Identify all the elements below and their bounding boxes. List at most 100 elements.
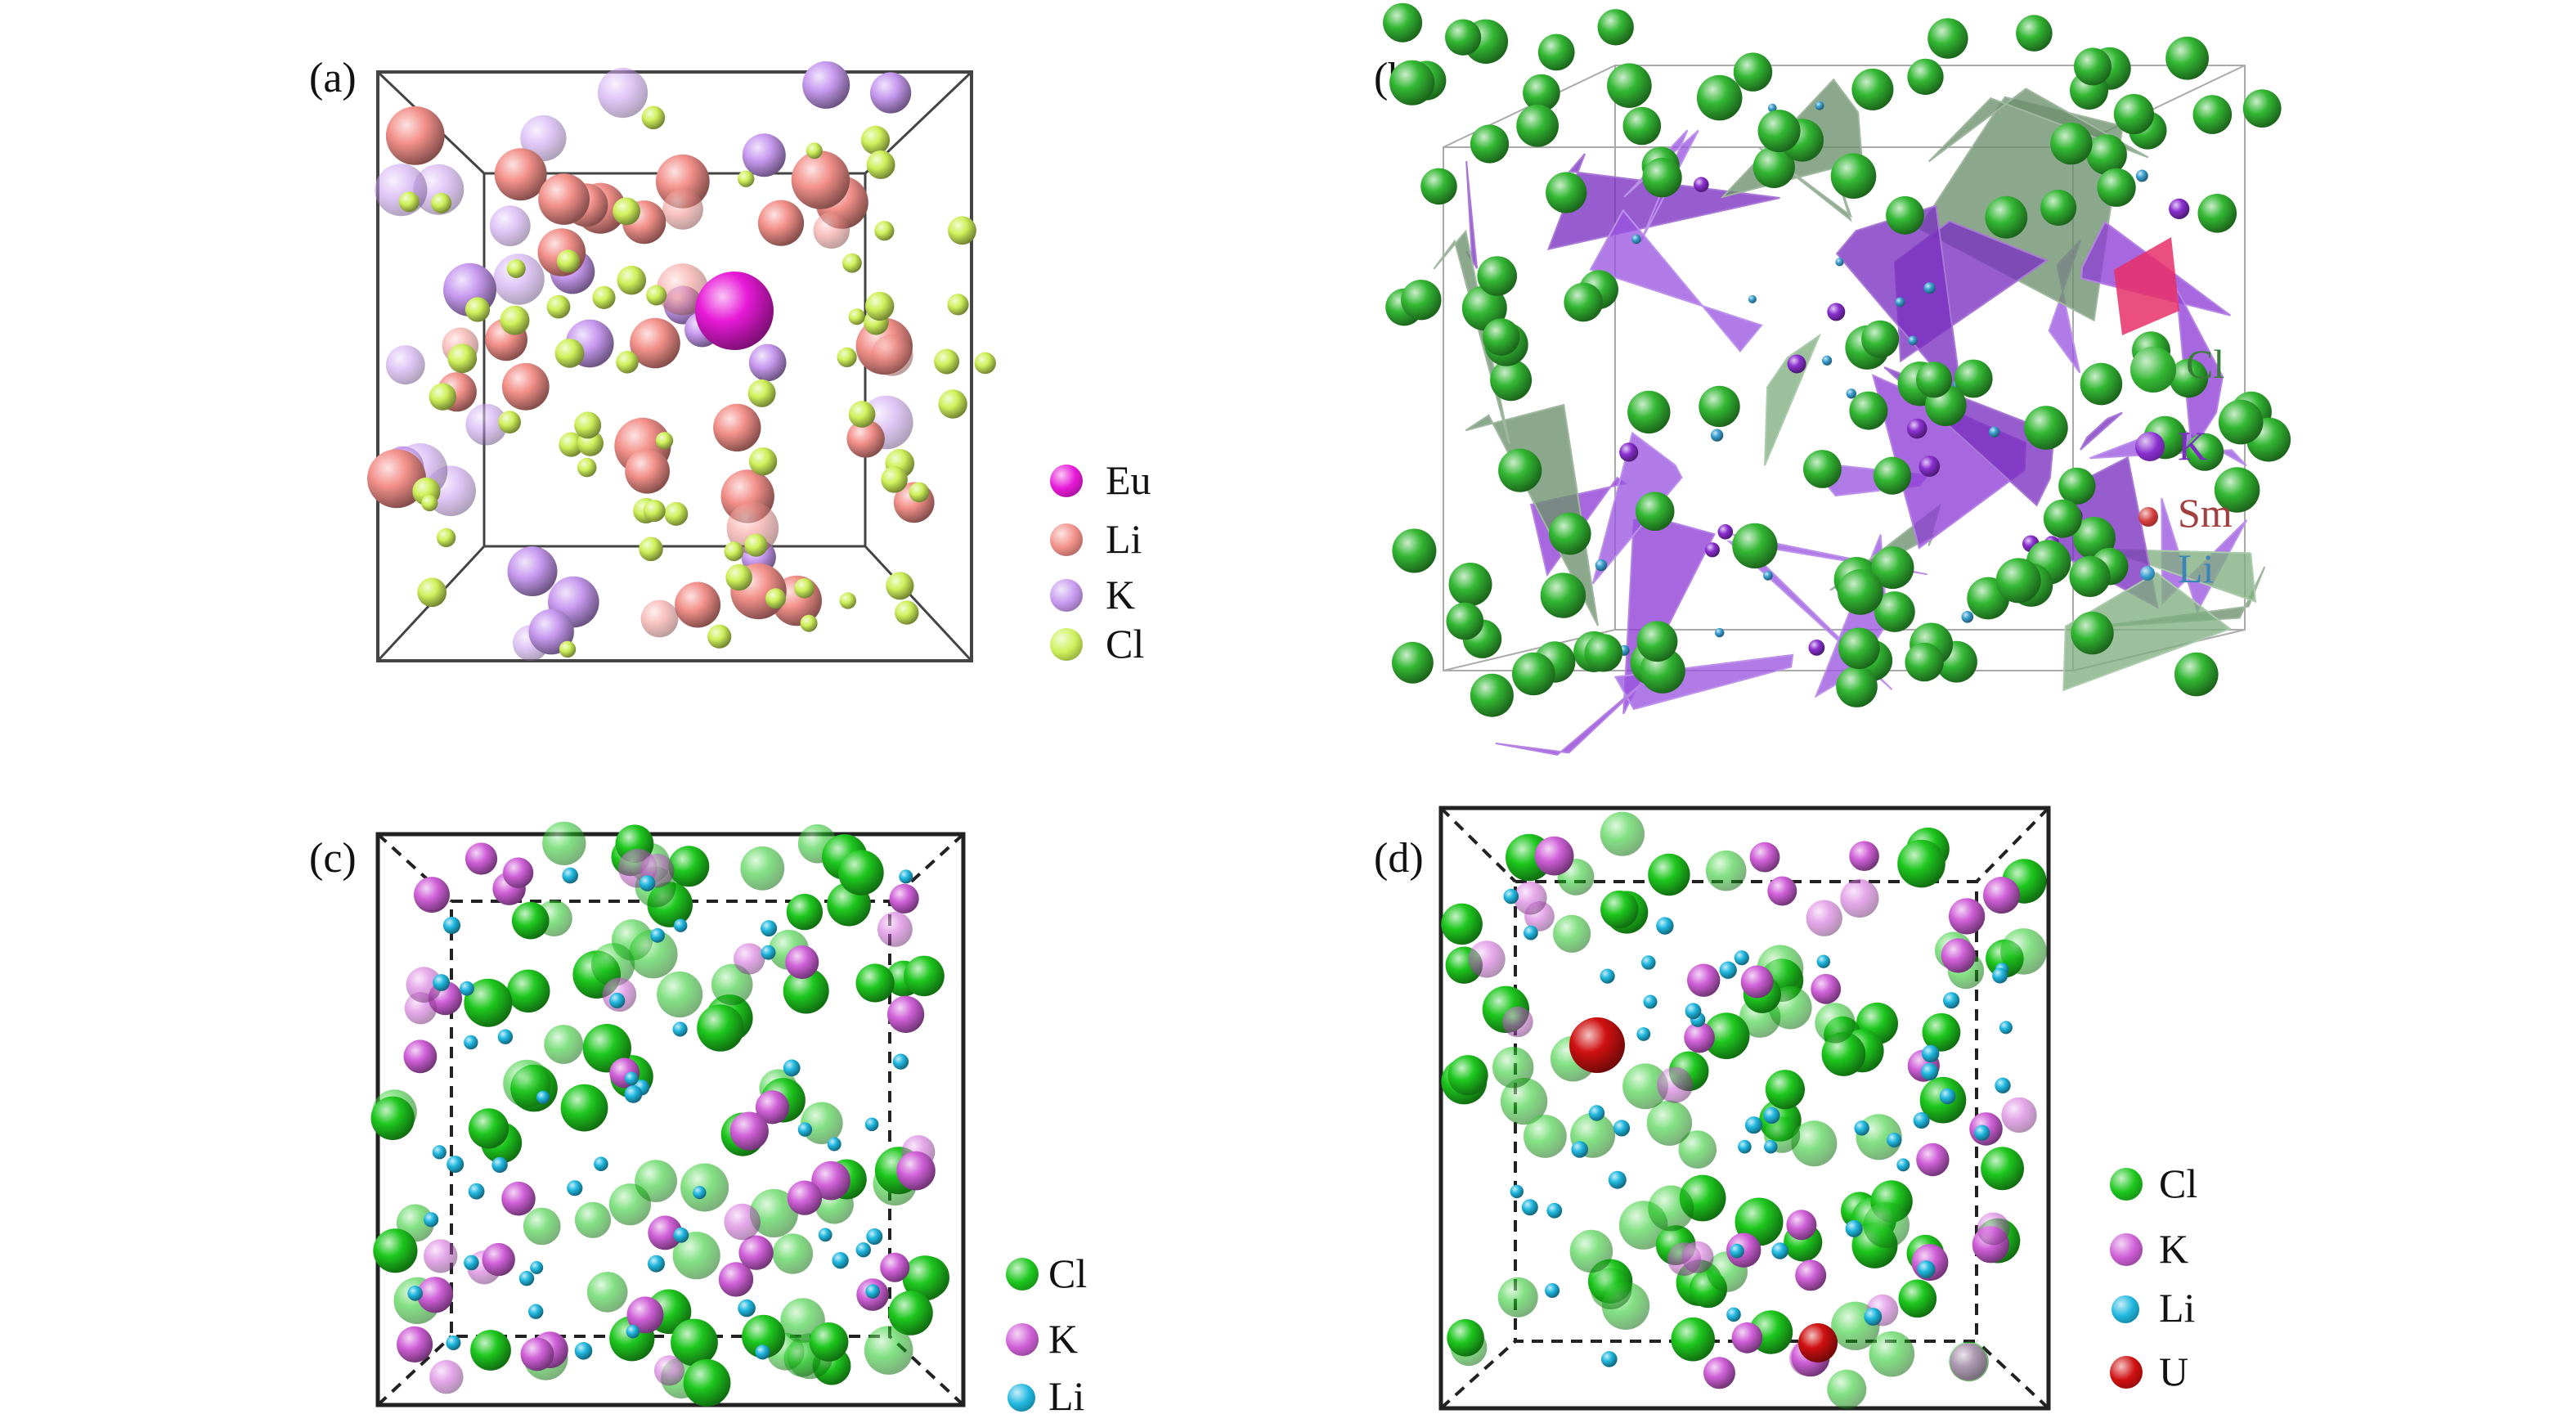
li-atom	[1922, 1044, 1940, 1063]
li-atom	[650, 927, 665, 943]
cl-atom	[948, 216, 976, 245]
legend-label: Cl	[1106, 621, 1145, 667]
legend-marker	[2110, 1233, 2143, 1266]
cl-atom	[464, 297, 491, 322]
cl-atom	[786, 893, 824, 931]
cl-atom	[1757, 110, 1801, 153]
cl-atom	[738, 170, 755, 187]
li-atom	[1887, 1133, 1902, 1148]
cl-atom	[974, 352, 996, 375]
cl-atom	[421, 495, 438, 512]
cl-atom	[574, 411, 602, 439]
cl-atom	[838, 850, 884, 896]
li-atom	[574, 1342, 593, 1360]
coordination-polyhedron	[2062, 572, 2232, 692]
li-atom	[1822, 355, 1833, 366]
li-atom	[866, 1228, 883, 1245]
cl-atom	[1523, 74, 1560, 112]
k-atom	[1704, 542, 1720, 558]
cl-atom	[1389, 60, 1435, 105]
cl-atom	[806, 142, 823, 159]
li-atom	[1974, 1124, 1990, 1141]
li-atom	[460, 981, 474, 996]
cl-atom	[1553, 914, 1591, 953]
li-atom	[761, 920, 778, 937]
cl-atom	[646, 285, 667, 306]
k-atom	[1977, 1212, 2010, 1246]
li-atom	[639, 875, 656, 891]
li-atom	[1939, 1088, 1956, 1105]
legend-label: Li	[1048, 1373, 1085, 1419]
legend-label: K	[1048, 1316, 1079, 1362]
legend-marker	[2110, 1168, 2143, 1201]
k-atom	[1983, 877, 2020, 914]
k-atom	[724, 1203, 761, 1241]
li-atom	[1608, 1170, 1627, 1189]
cl-atom	[1546, 172, 1587, 213]
cl-atom	[1470, 124, 1510, 164]
cl-atom	[469, 1108, 509, 1149]
k-atom	[1916, 1142, 1950, 1177]
li-atom	[1744, 1116, 1763, 1134]
li-atom	[1730, 1243, 1744, 1259]
k-atom	[1703, 1357, 1735, 1389]
cl-atom	[697, 1004, 744, 1052]
cl-atom	[470, 1330, 511, 1371]
k-atom	[375, 164, 428, 217]
box-corner-edge	[1439, 806, 1517, 883]
cl-atom	[1448, 563, 1492, 606]
li-atom	[609, 992, 626, 1009]
cl-atom	[617, 265, 647, 295]
cl-atom	[1540, 572, 1586, 618]
k-atom	[802, 61, 850, 109]
cl-atom	[542, 821, 586, 865]
k-atom	[734, 943, 765, 975]
legend-marker	[2112, 1295, 2139, 1323]
cl-atom	[881, 466, 908, 493]
box-outer-edge	[376, 70, 973, 662]
li-atom	[892, 1053, 909, 1070]
k-atom	[1811, 973, 1842, 1004]
box-corner-edge	[864, 545, 973, 662]
panel-b: (b) Cl K Sm Li	[1288, 0, 2576, 756]
li-atom	[672, 1021, 688, 1037]
k-atom	[729, 1111, 769, 1151]
cl-atom	[1401, 280, 1442, 321]
legend-label: Cl	[1048, 1250, 1088, 1296]
panel-c-label: (c)	[309, 835, 357, 882]
li-atom	[1835, 258, 1844, 267]
li-atom	[562, 867, 578, 884]
k-atom	[465, 403, 508, 446]
li-atom	[662, 189, 703, 230]
legend-marker	[2110, 1356, 2143, 1389]
li-atom	[1845, 1219, 1863, 1237]
k-atom	[1468, 940, 1506, 978]
li-atom	[407, 1286, 423, 1301]
li-atom	[818, 1228, 832, 1242]
coordination-polyhedron	[1546, 153, 1780, 250]
cl-atom	[1869, 1331, 1915, 1377]
li-atom	[1921, 1062, 1939, 1081]
li-atom	[432, 1145, 447, 1160]
k-atom	[1731, 1322, 1763, 1353]
li-atom	[1641, 955, 1656, 970]
li-atom	[1896, 1158, 1910, 1172]
k-atom	[1806, 900, 1842, 936]
li-atom	[791, 150, 850, 209]
cl-atom	[1447, 1055, 1488, 1096]
li-atom	[1846, 388, 1856, 399]
li-atom	[1815, 101, 1824, 110]
cl-atom	[586, 1272, 628, 1313]
li-atom	[1999, 1021, 2013, 1035]
cl-atom	[1392, 528, 1437, 573]
k-atom	[489, 205, 531, 247]
cl-atom	[683, 1359, 731, 1407]
li-atom	[530, 1261, 544, 1274]
cl-atom	[680, 1163, 729, 1212]
cl-atom	[1849, 391, 1888, 430]
li-atom	[625, 448, 670, 494]
cl-atom	[639, 536, 663, 562]
legend-label: Cl	[2186, 341, 2225, 387]
panel-d-structure	[1438, 806, 2051, 1411]
li-atom	[813, 212, 850, 249]
